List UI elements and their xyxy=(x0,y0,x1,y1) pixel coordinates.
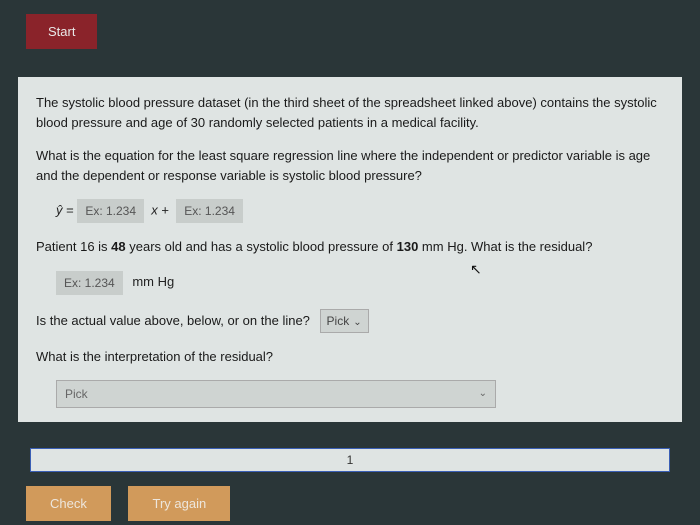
intercept-input[interactable]: Ex: 1.234 xyxy=(176,199,243,223)
try-again-button[interactable]: Try again xyxy=(128,486,230,521)
progress-bar: 1 xyxy=(30,448,670,472)
progress-number: 1 xyxy=(347,453,354,467)
question-panel: The systolic blood pressure dataset (in … xyxy=(18,77,682,422)
pick-dropdown-wide[interactable]: Pick ⌄ xyxy=(56,380,496,408)
xplus: x + xyxy=(151,202,169,217)
interpretation-question: What is the interpretation of the residu… xyxy=(36,347,664,367)
residual-input[interactable]: Ex: 1.234 xyxy=(56,271,123,295)
residual-line: Ex: 1.234 mm Hg xyxy=(56,271,664,295)
equals: = xyxy=(63,202,78,217)
question-regression: What is the equation for the least squar… xyxy=(36,146,664,185)
start-button[interactable]: Start xyxy=(26,14,97,49)
patient-text: Patient 16 is 48 years old and has a sys… xyxy=(36,237,664,257)
unit-label: mm Hg xyxy=(132,274,174,289)
chevron-down-icon: ⌄ xyxy=(479,386,487,401)
intro-text: The systolic blood pressure dataset (in … xyxy=(36,93,664,132)
slope-input[interactable]: Ex: 1.234 xyxy=(77,199,144,223)
equation-line: ŷ = Ex: 1.234 x + Ex: 1.234 xyxy=(56,199,664,223)
button-row: Check Try again xyxy=(18,486,682,521)
above-below-question: Is the actual value above, below, or on … xyxy=(36,309,664,333)
pick-dropdown-small[interactable]: Pick⌄ xyxy=(320,309,369,333)
chevron-down-icon: ⌄ xyxy=(353,317,361,328)
check-button[interactable]: Check xyxy=(26,486,111,521)
